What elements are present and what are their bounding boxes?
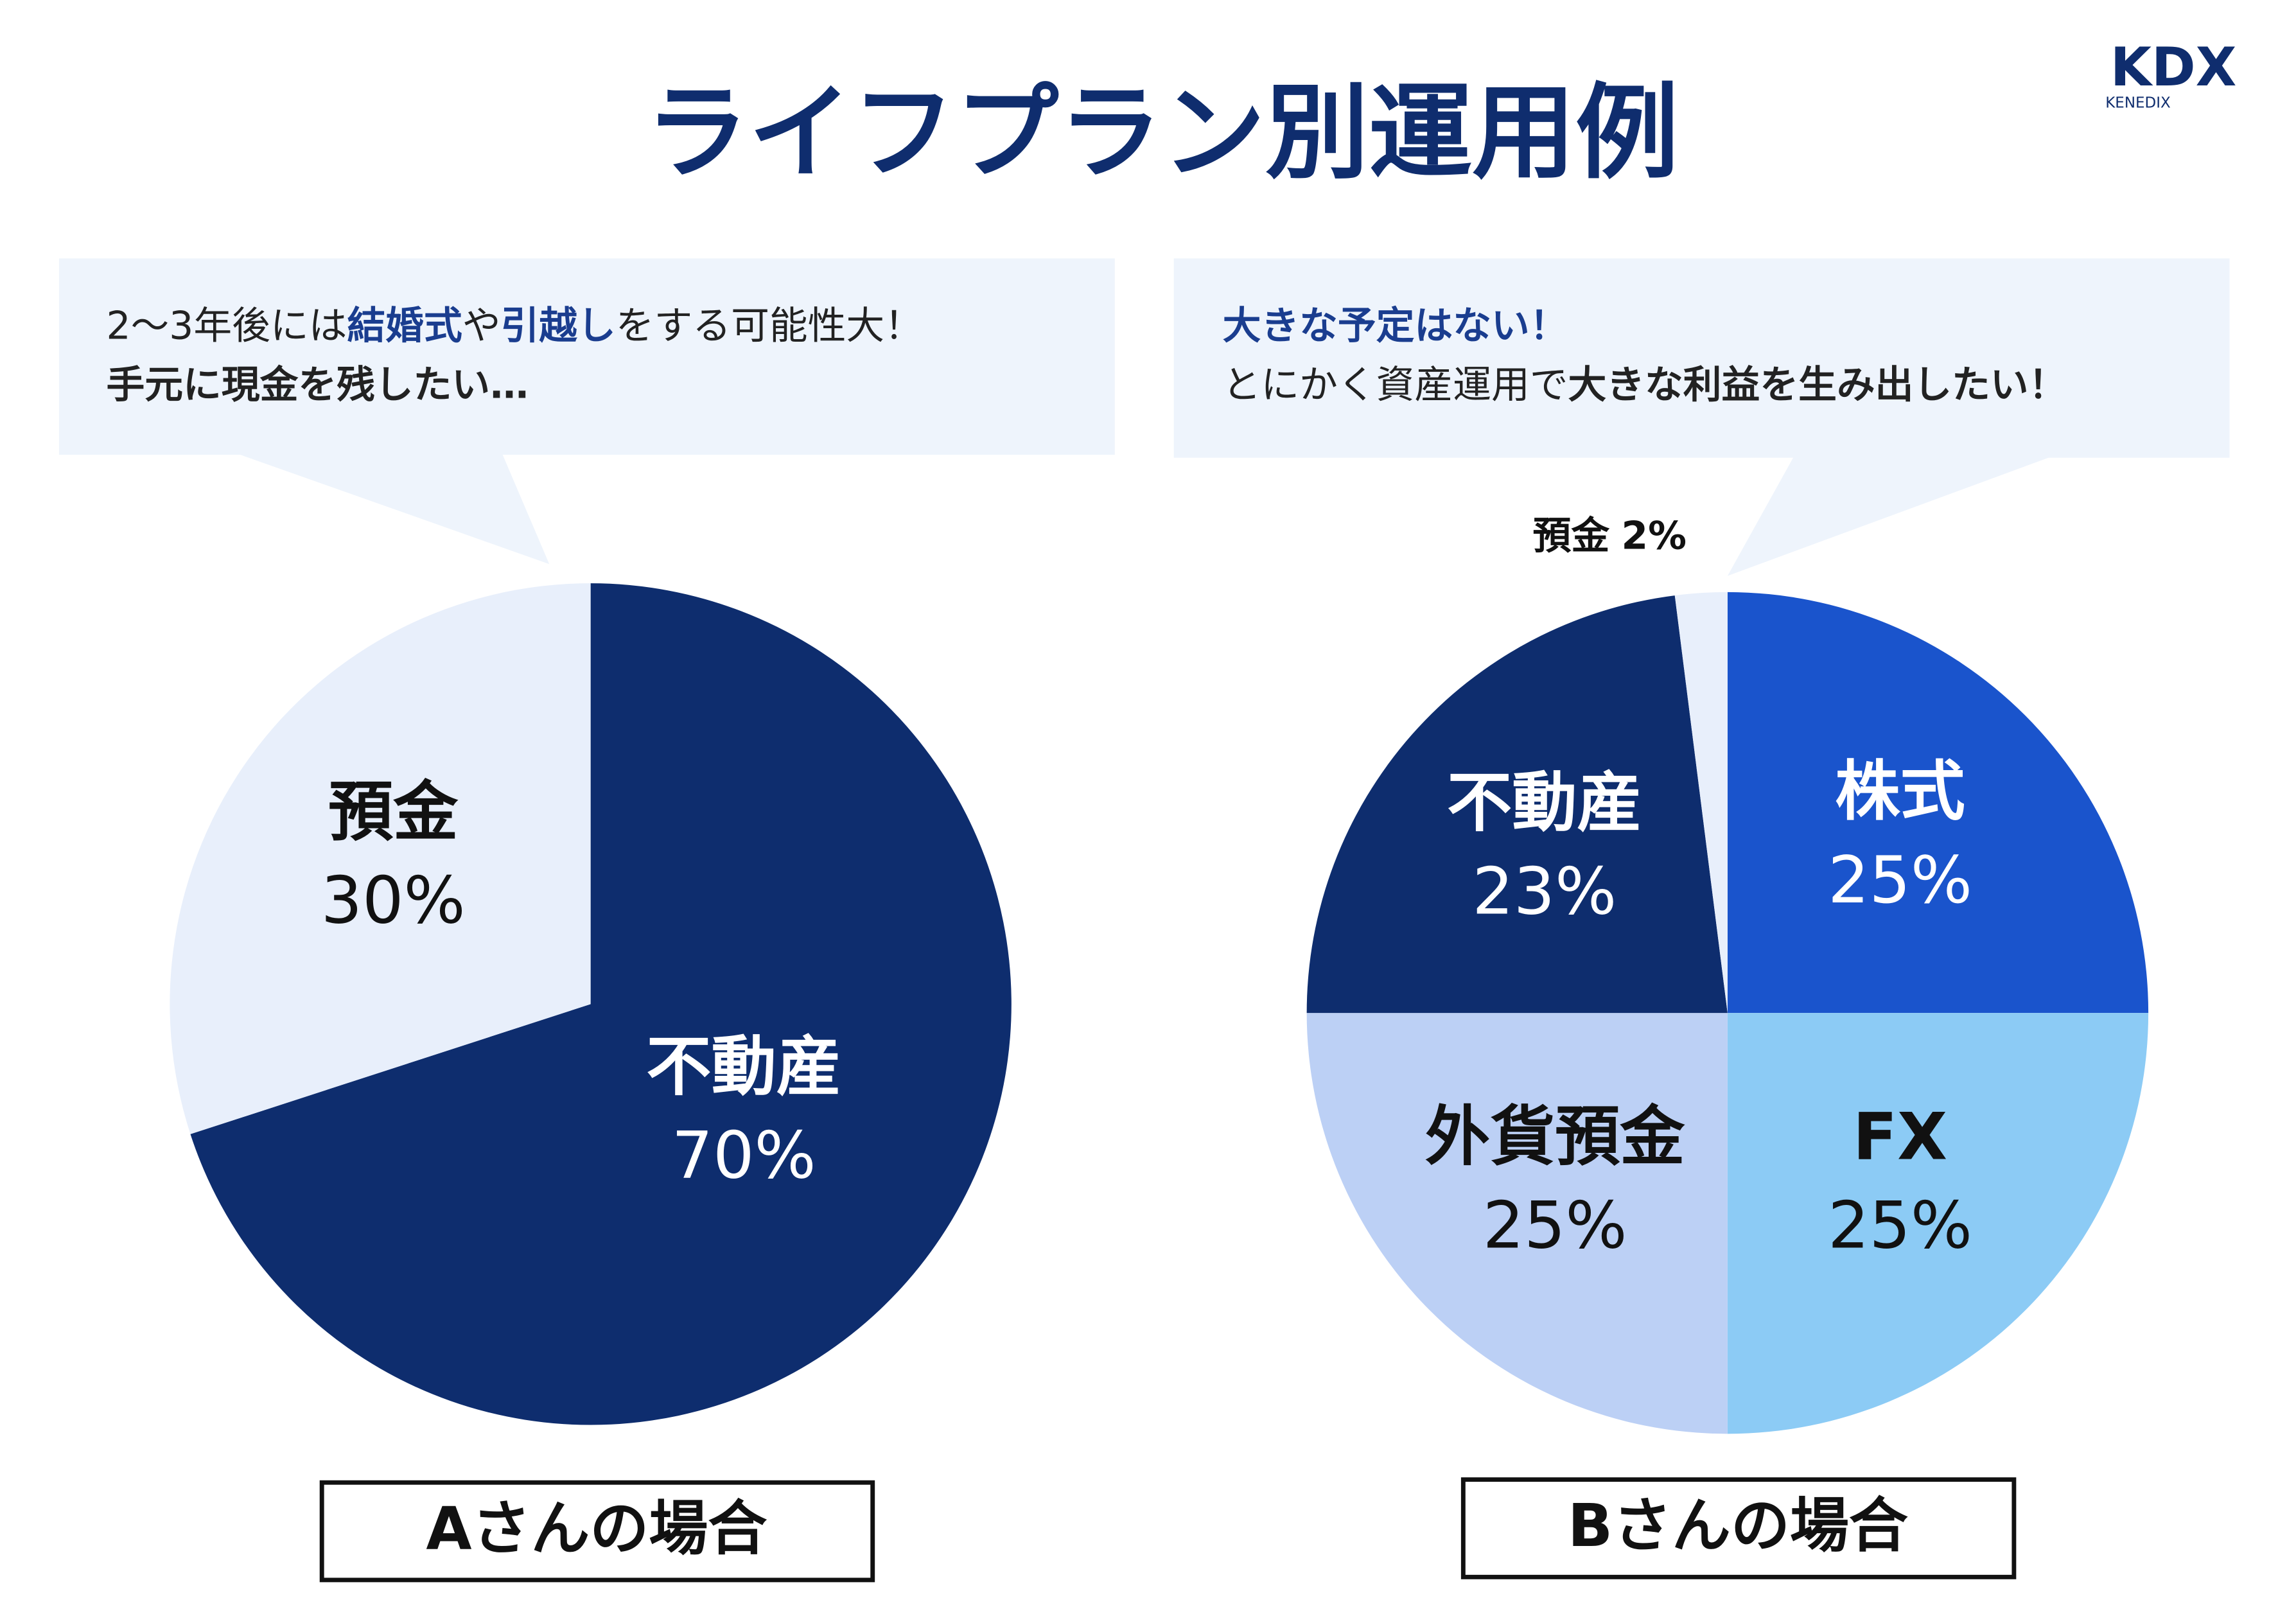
bubble-text: 引越し	[500, 304, 615, 348]
bubble-text: 大きな予定はない！	[1223, 304, 1568, 348]
bubble-line: 大きな予定はない！	[1223, 304, 1568, 348]
slice-category: 預金	[328, 774, 459, 850]
bubble-text: 2〜3年後には	[107, 304, 347, 348]
caption: Aさんの場合	[426, 1495, 767, 1563]
slice-category: 預金	[1533, 514, 1610, 558]
bubble-line: 手元に現金を残したい…	[107, 363, 529, 407]
pie-slice	[1306, 595, 1728, 1014]
slice-label: 預金 2%	[1533, 514, 1687, 558]
slice-value: 30%	[321, 863, 466, 938]
logo-sub: KENEDIX	[2105, 94, 2171, 111]
title: ライフプラン別運用例	[645, 73, 1679, 193]
pie-slice	[1674, 592, 1728, 1014]
slice-value: 70%	[672, 1117, 816, 1193]
pie-slice	[190, 583, 1012, 1425]
pie-slice	[1306, 1013, 1728, 1434]
caption-box	[1460, 1477, 2017, 1579]
slice-category: 不動産	[1447, 765, 1642, 841]
slice-category: 不動産	[646, 1028, 841, 1104]
bubble-a	[58, 258, 1115, 565]
bubble-b	[1173, 258, 2230, 576]
logo-main: KDX	[2110, 36, 2237, 98]
slice-value: 25%	[1483, 1188, 1627, 1263]
bubble-line: 2〜3年後には結婚式や引越しをする可能性大！	[107, 304, 923, 348]
bubble-text: や	[462, 304, 501, 348]
bubble-text: 大きな利益を生み出したい！	[1568, 363, 2067, 407]
caption-box	[319, 1480, 875, 1583]
slice-value: 2%	[1621, 514, 1686, 558]
slice-value: 23%	[1472, 854, 1617, 929]
bubble-box	[58, 258, 1115, 455]
slice-category: 株式	[1835, 753, 1965, 829]
bubble-box	[1173, 258, 2230, 458]
pie	[1306, 592, 2149, 1434]
bubble-tail	[236, 453, 550, 565]
slice-category: FX	[1853, 1099, 1947, 1175]
pie-slice	[1727, 1013, 2149, 1434]
bubble-text: とにかく資産運用で	[1223, 363, 1568, 407]
slice-value: 25%	[1828, 842, 1972, 918]
bubble-text: 結婚式	[347, 304, 462, 348]
pie-slice	[170, 583, 591, 1134]
bubble-text: 手元に現金を残したい…	[107, 363, 529, 407]
pie-slice	[1727, 592, 2149, 1014]
slice-value: 25%	[1828, 1188, 1972, 1263]
bubble-text: をする可能性大！	[616, 304, 923, 348]
caption: Bさんの場合	[1568, 1491, 1908, 1560]
slice-category: 外貨預金	[1425, 1099, 1685, 1175]
bubble-line: とにかく資産運用で大きな利益を生み出したい！	[1223, 363, 2067, 407]
pie	[170, 583, 1012, 1425]
